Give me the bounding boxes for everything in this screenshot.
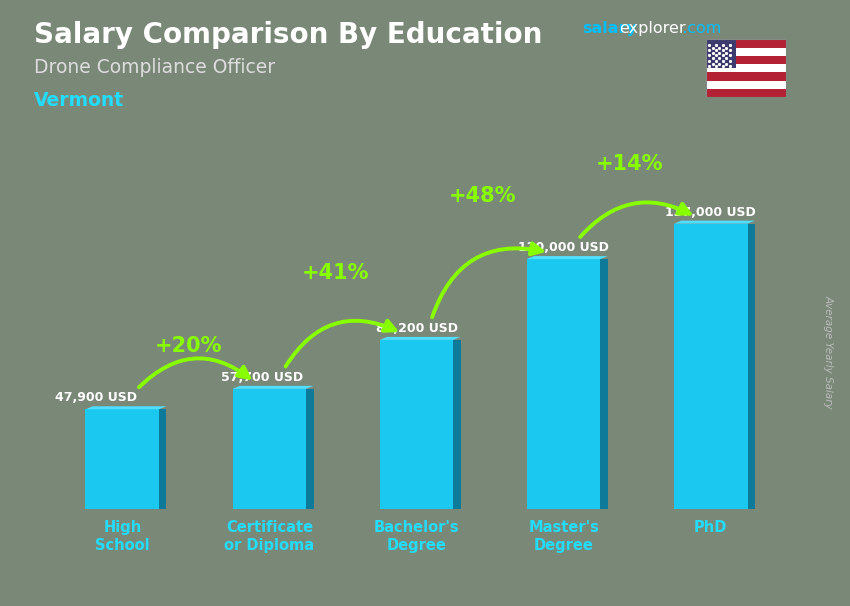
Bar: [706, 39, 736, 68]
Polygon shape: [380, 337, 461, 340]
Text: 47,900 USD: 47,900 USD: [54, 391, 137, 404]
Text: 57,700 USD: 57,700 USD: [221, 371, 303, 384]
Polygon shape: [159, 409, 167, 509]
Bar: [233, 389, 306, 509]
Polygon shape: [453, 340, 461, 509]
Bar: [380, 340, 453, 509]
Polygon shape: [86, 406, 167, 409]
Text: +41%: +41%: [302, 263, 370, 283]
Text: +48%: +48%: [449, 185, 517, 206]
Text: Average Yearly Salary: Average Yearly Salary: [824, 295, 834, 408]
Polygon shape: [306, 389, 314, 509]
Bar: [706, 39, 786, 48]
Polygon shape: [527, 256, 608, 259]
Text: 137,000 USD: 137,000 USD: [666, 205, 756, 219]
Bar: [527, 259, 600, 509]
Text: Drone Compliance Officer: Drone Compliance Officer: [34, 58, 275, 76]
Polygon shape: [747, 224, 755, 509]
Bar: [706, 88, 786, 97]
Text: Vermont: Vermont: [34, 91, 124, 110]
Text: 81,200 USD: 81,200 USD: [376, 322, 457, 335]
Bar: [674, 224, 747, 509]
Bar: [706, 72, 786, 81]
Polygon shape: [674, 221, 755, 224]
Text: .com: .com: [677, 21, 722, 36]
Bar: [706, 81, 786, 88]
Text: +14%: +14%: [596, 154, 664, 174]
Text: 120,000 USD: 120,000 USD: [518, 241, 609, 254]
Bar: [706, 48, 786, 56]
Bar: [86, 409, 159, 509]
Polygon shape: [600, 259, 608, 509]
Text: +20%: +20%: [155, 336, 222, 356]
Bar: [706, 56, 786, 64]
Text: salary: salary: [582, 21, 638, 36]
Polygon shape: [233, 386, 314, 389]
Text: Salary Comparison By Education: Salary Comparison By Education: [34, 21, 542, 49]
Text: explorer: explorer: [619, 21, 685, 36]
Bar: [706, 64, 786, 72]
